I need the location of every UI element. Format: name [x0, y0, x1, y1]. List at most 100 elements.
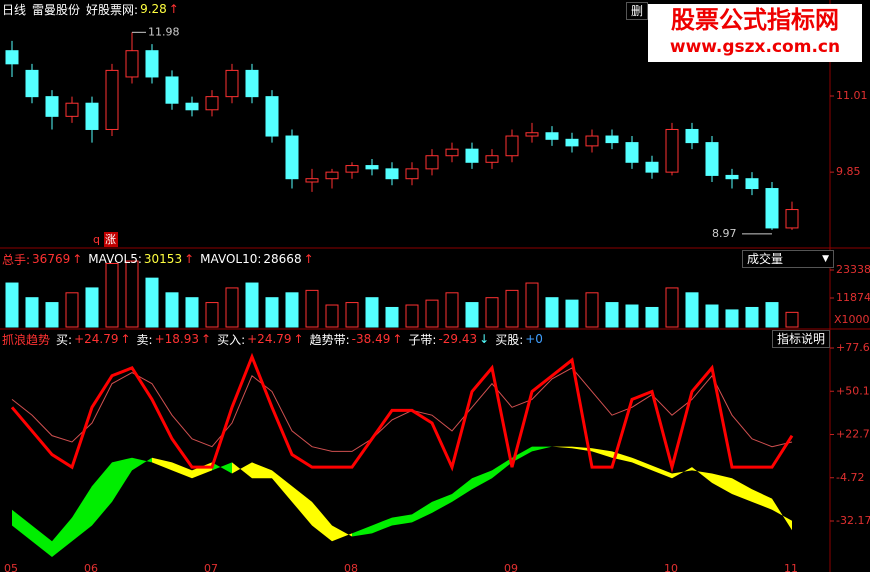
trend-band — [432, 493, 452, 513]
candle-body — [105, 69, 119, 130]
reading-name: 买入: — [217, 332, 246, 347]
stock-name: 雷曼股份 — [32, 2, 81, 17]
volume-bar — [705, 304, 719, 328]
watermark-url: www.gszx.com.cn — [669, 37, 841, 57]
candle-body — [325, 171, 339, 180]
trend-band — [632, 457, 652, 471]
y-tick-label: 11.01 — [836, 89, 868, 102]
volume-bar — [425, 299, 439, 328]
reading-name: 子带: — [408, 332, 437, 347]
price-header: 日线 雷曼股份 好股票网: 9.28 ↑ — [2, 1, 179, 17]
candle-body — [25, 69, 39, 98]
candle-body — [265, 96, 279, 137]
candle-body — [785, 209, 799, 229]
trend-band — [652, 465, 672, 479]
candle-body — [765, 188, 779, 229]
arrow: ↑ — [184, 252, 195, 266]
volume-bar — [85, 287, 99, 328]
reading-name: 买股: — [495, 332, 524, 347]
candle-body — [65, 102, 79, 117]
volume-bar — [585, 292, 599, 328]
arrow: ↑ — [201, 332, 212, 346]
marker-text: q — [93, 233, 100, 246]
y-tick-label: +50.17 — [836, 384, 870, 397]
indicator-help[interactable]: 指标说明 — [772, 330, 831, 348]
volume-bar — [245, 282, 259, 328]
candle-body — [405, 168, 419, 180]
volume-bar — [785, 311, 799, 328]
y-tick-label: -4.72 — [836, 471, 864, 484]
period: 日线 — [2, 2, 27, 17]
reading-name: 趋势带: — [309, 332, 350, 347]
trend-band — [392, 514, 412, 526]
trend-band — [292, 486, 312, 526]
candle-body — [485, 155, 499, 163]
trend-band — [232, 462, 252, 479]
trend-band — [192, 462, 212, 479]
volume-bar — [725, 309, 739, 328]
candle-body — [725, 174, 739, 180]
x-tick-label: 06 — [84, 562, 98, 572]
reading-name: 总手: — [2, 252, 31, 267]
candle-body — [365, 165, 379, 170]
volume-bar — [105, 262, 119, 328]
candle-body — [565, 138, 579, 147]
candle-body — [445, 148, 459, 157]
marker-text: 涨 — [105, 233, 116, 246]
selector-text: 成交量 — [747, 252, 784, 266]
volume-bar — [445, 292, 459, 328]
candle-body — [345, 165, 359, 173]
candle-body — [605, 135, 619, 144]
trend-band — [112, 457, 132, 502]
trend-band — [552, 446, 572, 449]
reading-value: +24.79 — [74, 332, 119, 346]
candle-body — [685, 128, 699, 144]
candle-body — [665, 128, 679, 173]
watermark-title: 股票公式指标网 — [671, 6, 839, 34]
volume-bar — [185, 297, 199, 328]
volume-selector[interactable]: 成交量 ▼ — [742, 250, 834, 268]
x-tick-label: 10 — [664, 562, 678, 572]
candle-body — [5, 50, 19, 65]
corner-button[interactable]: 删 — [626, 2, 649, 20]
trend-band — [512, 446, 532, 463]
trend-band — [132, 457, 152, 471]
candle-body — [145, 50, 159, 78]
candle-body — [645, 161, 659, 173]
volume-bar — [165, 292, 179, 328]
x-tick-label: 08 — [344, 562, 358, 572]
trend-band — [352, 525, 372, 537]
trend-band — [472, 470, 492, 490]
volume-bar — [65, 292, 79, 328]
volume-bar — [225, 287, 239, 328]
volume-bar — [45, 302, 59, 328]
indicator-line — [10, 352, 794, 474]
low-label: 8.97 — [712, 227, 737, 240]
indicator-header: 抓浪趋势 买: +24.79 ↑ 卖: +18.93 ↑ 买入: +24.79 ↑ 趋势带: -38… — [2, 331, 543, 347]
candle-body — [245, 69, 259, 98]
candle-body — [505, 135, 519, 157]
trend-band — [712, 473, 732, 494]
trend-band — [212, 462, 232, 474]
trend-band — [572, 446, 592, 452]
volume-bar — [465, 302, 479, 328]
trend-band — [32, 525, 52, 557]
candle-body — [285, 135, 299, 180]
volume-bar — [625, 304, 639, 328]
candle-body — [425, 155, 439, 170]
trend-band — [592, 448, 612, 458]
x-tick-label: 11 — [784, 562, 798, 572]
candle-body — [465, 148, 479, 163]
trend-band — [372, 517, 392, 534]
candle-body — [525, 132, 539, 137]
y-tick-label: +22.72 — [836, 428, 870, 441]
volume-bar — [305, 289, 319, 328]
trend-band — [752, 489, 772, 510]
indicator-line — [11, 367, 793, 452]
trend-band — [272, 470, 292, 502]
candle-body — [225, 69, 239, 98]
arrow: ↑ — [168, 2, 179, 16]
trend-band — [72, 486, 92, 542]
